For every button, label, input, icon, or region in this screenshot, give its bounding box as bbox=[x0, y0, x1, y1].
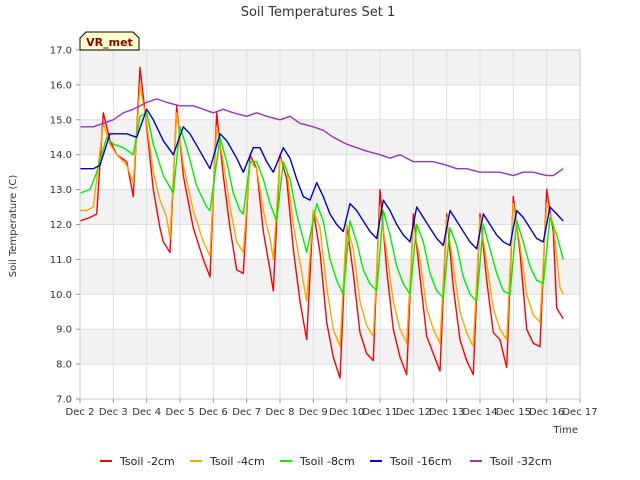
y-tick-label: 11.0 bbox=[50, 255, 72, 266]
x-tick-label: Dec 13 bbox=[429, 407, 464, 418]
series-line-5 bbox=[80, 98, 564, 177]
series-line-3 bbox=[79, 112, 564, 302]
x-tick-label: Dec 2 bbox=[66, 407, 95, 418]
chart-title: Soil Temperatures Set 1 bbox=[241, 5, 396, 20]
x-tick-label: Dec 15 bbox=[496, 407, 531, 418]
x-tick-label: Dec 10 bbox=[329, 407, 364, 418]
legend: Tsoil -2cm Tsoil -4cm Tsoil -8cm Tsoil -16c… bbox=[100, 455, 552, 468]
station-badge-label: VR_met bbox=[86, 36, 133, 49]
plot-band bbox=[80, 259, 580, 295]
y-tick-label: 7.0 bbox=[56, 395, 72, 406]
plot-band bbox=[80, 189, 580, 225]
y-tick-label: 15.0 bbox=[50, 115, 72, 126]
legend-item-1: Tsoil -2cm bbox=[100, 455, 175, 468]
series-line-1 bbox=[79, 66, 564, 379]
x-tick-label: Dec 5 bbox=[166, 407, 195, 418]
y-axis-ticks: 7.0 8.0 9.0 10.0 11.0 12.0 13.0 14.0 15.0 16.0 17.… bbox=[50, 46, 80, 406]
x-tick-label: Dec 6 bbox=[199, 407, 228, 418]
station-badge: VR_met bbox=[79, 31, 140, 51]
y-tick-label: 16.0 bbox=[50, 80, 72, 91]
y-tick-label: 13.0 bbox=[50, 185, 72, 196]
legend-label: Tsoil -8cm bbox=[299, 455, 355, 468]
legend-label: Tsoil -4cm bbox=[209, 455, 265, 468]
x-tick-label: Dec 8 bbox=[266, 407, 295, 418]
plot-band bbox=[80, 329, 580, 365]
x-tick-label: Dec 9 bbox=[299, 407, 328, 418]
legend-item-4: Tsoil -16cm bbox=[370, 455, 452, 468]
x-tick-label: Dec 16 bbox=[529, 407, 564, 418]
y-axis-label: Soil Temperature (C) bbox=[8, 175, 19, 278]
x-tick-label: Dec 7 bbox=[232, 407, 261, 418]
plot-band bbox=[80, 119, 580, 155]
x-tick-label: Dec 17 bbox=[562, 407, 597, 418]
legend-item-2: Tsoil -4cm bbox=[190, 455, 265, 468]
x-axis-label: Time bbox=[553, 425, 578, 436]
y-tick-label: 12.0 bbox=[50, 220, 72, 231]
x-tick-label: Dec 4 bbox=[132, 407, 161, 418]
legend-label: Tsoil -32cm bbox=[489, 455, 552, 468]
y-tick-label: 14.0 bbox=[50, 150, 72, 161]
legend-item-3: Tsoil -8cm bbox=[280, 455, 355, 468]
y-tick-label: 10.0 bbox=[50, 290, 72, 301]
legend-label: Tsoil -16cm bbox=[389, 455, 452, 468]
x-tick-label: Dec 3 bbox=[99, 407, 128, 418]
series-line-4 bbox=[80, 108, 564, 250]
plot-band bbox=[80, 50, 580, 85]
series-layer bbox=[79, 66, 564, 379]
legend-label: Tsoil -2cm bbox=[119, 455, 175, 468]
legend-item-5: Tsoil -32cm bbox=[470, 455, 552, 468]
x-axis-ticks: Dec 2 Dec 3 Dec 4 Dec 5 Dec 6 Dec 7 Dec 8 Dec 9… bbox=[66, 399, 598, 418]
x-tick-label: Dec 12 bbox=[396, 407, 431, 418]
y-tick-label: 9.0 bbox=[56, 325, 72, 336]
series-line-2 bbox=[80, 84, 564, 348]
y-tick-label: 17.0 bbox=[50, 46, 72, 57]
x-tick-label: Dec 11 bbox=[362, 407, 397, 418]
x-tick-label: Dec 14 bbox=[462, 407, 497, 418]
y-tick-label: 8.0 bbox=[56, 360, 72, 371]
